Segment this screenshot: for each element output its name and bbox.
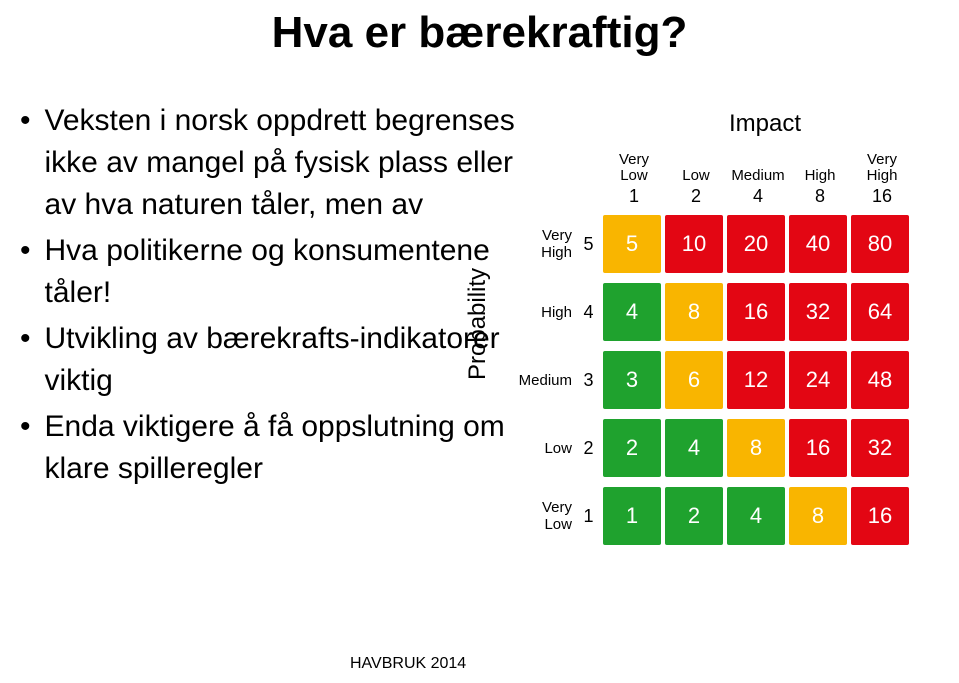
column-weight: 4 bbox=[727, 186, 789, 207]
page-title: Hva er bærekraftig? bbox=[0, 8, 959, 58]
bullet-dot-icon: • bbox=[20, 230, 31, 272]
bullet-text: Utvikling av bærekrafts-indikatorer vikt… bbox=[45, 318, 520, 402]
row-weight: 4 bbox=[576, 302, 601, 323]
column-weight: 2 bbox=[665, 186, 727, 207]
column-weights-row: 124816 bbox=[603, 186, 913, 207]
column-label: VeryLow bbox=[603, 150, 665, 184]
matrix-cell: 1 bbox=[603, 487, 661, 545]
row-label: Very Low bbox=[514, 499, 576, 533]
matrix-cell: 32 bbox=[789, 283, 847, 341]
matrix-row: Low22481632 bbox=[514, 417, 913, 479]
matrix-cell: 4 bbox=[665, 419, 723, 477]
matrix-cell: 32 bbox=[851, 419, 909, 477]
matrix-cell: 6 bbox=[665, 351, 723, 409]
row-weight: 3 bbox=[576, 370, 601, 391]
matrix-cell: 2 bbox=[603, 419, 661, 477]
matrix-cell: 16 bbox=[851, 487, 909, 545]
footer-text: HAVBRUK 2014 bbox=[350, 655, 466, 673]
matrix-row: Very High5510204080 bbox=[514, 213, 913, 275]
matrix-cell: 16 bbox=[789, 419, 847, 477]
matrix-cell: 5 bbox=[603, 215, 661, 273]
matrix-cell: 10 bbox=[665, 215, 723, 273]
column-weight: 1 bbox=[603, 186, 665, 207]
matrix-row: High448163264 bbox=[514, 281, 913, 343]
bullet-dot-icon: • bbox=[20, 406, 31, 448]
bullet-dot-icon: • bbox=[20, 100, 31, 142]
matrix-row: Medium336122448 bbox=[514, 349, 913, 411]
row-label: Very High bbox=[514, 227, 576, 261]
matrix-cell: 64 bbox=[851, 283, 909, 341]
column-label: Medium bbox=[727, 150, 789, 184]
bullet-item: • Veksten i norsk oppdrett begrenses ikk… bbox=[20, 100, 520, 226]
matrix-cell: 8 bbox=[789, 487, 847, 545]
bullet-dot-icon: • bbox=[20, 318, 31, 360]
column-label: VeryHigh bbox=[851, 150, 913, 184]
matrix-row: Very Low1124816 bbox=[514, 485, 913, 547]
matrix-cell: 20 bbox=[727, 215, 785, 273]
bullet-item: • Utvikling av bærekrafts-indikatorer vi… bbox=[20, 318, 520, 402]
bullet-text: Enda viktigere å få oppslutning om klare… bbox=[45, 406, 520, 490]
column-label: High bbox=[789, 150, 851, 184]
column-labels-row: VeryLowLowMediumHighVeryHigh bbox=[603, 150, 913, 184]
bullet-item: • Hva politikerne og konsumentene tåler! bbox=[20, 230, 520, 314]
bullet-item: • Enda viktigere å få oppslutning om kla… bbox=[20, 406, 520, 490]
row-label: Medium bbox=[514, 372, 576, 389]
column-weight: 8 bbox=[789, 186, 851, 207]
matrix-grid: VeryLowLowMediumHighVeryHigh 124816 Very… bbox=[514, 150, 913, 547]
matrix-cell: 4 bbox=[603, 283, 661, 341]
row-label: Low bbox=[514, 440, 576, 457]
bullet-text: Hva politikerne og konsumentene tåler! bbox=[45, 230, 520, 314]
matrix-cell: 16 bbox=[727, 283, 785, 341]
matrix-cell: 80 bbox=[851, 215, 909, 273]
row-weight: 5 bbox=[576, 234, 601, 255]
matrix-cell: 4 bbox=[727, 487, 785, 545]
row-weight: 1 bbox=[576, 506, 601, 527]
row-label: High bbox=[514, 304, 576, 321]
row-weight: 2 bbox=[576, 438, 601, 459]
probability-axis-title: Probability bbox=[464, 268, 492, 380]
matrix-cell: 8 bbox=[665, 283, 723, 341]
bullet-text: Veksten i norsk oppdrett begrenses ikke … bbox=[45, 100, 520, 226]
column-label: Low bbox=[665, 150, 727, 184]
matrix-cell: 12 bbox=[727, 351, 785, 409]
matrix-cell: 3 bbox=[603, 351, 661, 409]
impact-axis-title: Impact bbox=[729, 110, 801, 138]
matrix-cell: 8 bbox=[727, 419, 785, 477]
bullet-list: • Veksten i norsk oppdrett begrenses ikk… bbox=[20, 100, 520, 494]
matrix-cell: 2 bbox=[665, 487, 723, 545]
matrix-cell: 24 bbox=[789, 351, 847, 409]
matrix-cell: 48 bbox=[851, 351, 909, 409]
column-weight: 16 bbox=[851, 186, 913, 207]
matrix-cell: 40 bbox=[789, 215, 847, 273]
